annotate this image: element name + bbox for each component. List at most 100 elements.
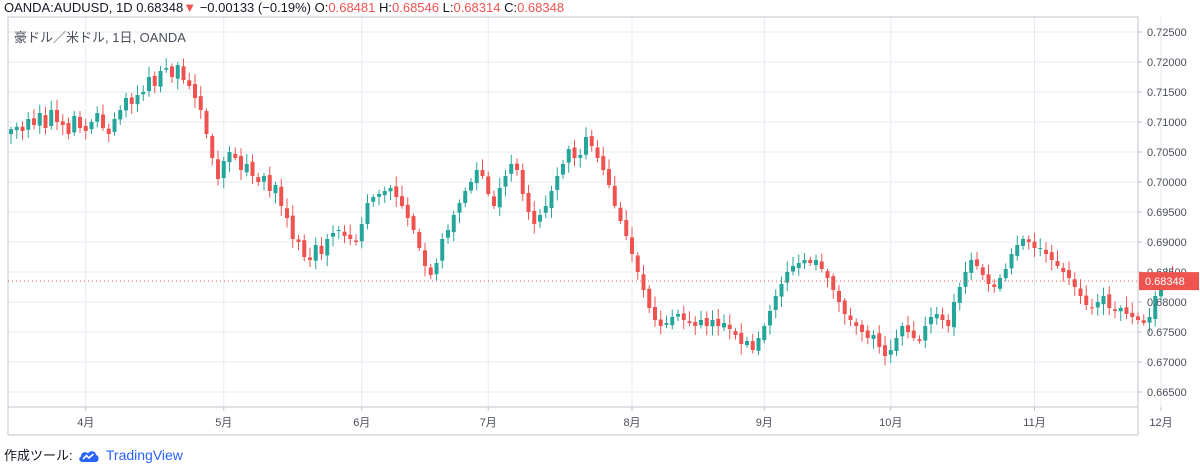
candle: [1095, 293, 1100, 316]
candle: [1124, 296, 1129, 319]
candle: [612, 175, 617, 209]
candle: [400, 185, 404, 209]
candle: [1078, 279, 1083, 305]
candle: [434, 258, 439, 281]
candle: [193, 74, 197, 108]
candle: [428, 263, 433, 280]
candle: [693, 316, 698, 336]
time-tick-label: 5月: [215, 417, 232, 429]
candle: [463, 187, 468, 208]
candle: [60, 114, 65, 136]
candle: [486, 171, 491, 197]
candle: [865, 325, 870, 345]
candle: [653, 296, 657, 328]
price-tick-label: 0.67500: [1147, 327, 1187, 339]
candle: [969, 252, 974, 281]
candle: [308, 247, 312, 268]
candle: [216, 150, 220, 186]
candle: [279, 178, 284, 216]
candle: [1153, 291, 1158, 327]
candle: [796, 254, 801, 276]
candle: [210, 133, 215, 166]
price-tick-label: 0.69000: [1147, 237, 1187, 249]
price-tick-label: 0.66500: [1147, 387, 1187, 399]
candle: [1021, 235, 1025, 251]
candle: [957, 282, 962, 311]
candle: [750, 334, 755, 354]
candle: [704, 311, 709, 336]
candle: [124, 92, 128, 118]
price-tick-label: 0.71500: [1147, 87, 1187, 99]
candle: [722, 314, 726, 332]
candle: [589, 130, 594, 152]
candle: [296, 234, 301, 251]
candle: [831, 273, 836, 299]
candle: [66, 117, 71, 140]
price-tick-label: 0.71000: [1147, 117, 1187, 129]
close-label: C:: [504, 0, 518, 15]
grid-layer: [8, 17, 1162, 407]
candle: [377, 189, 381, 206]
candle: [1049, 244, 1054, 271]
candle: [791, 256, 795, 276]
candle: [762, 323, 767, 344]
candle: [532, 201, 537, 234]
time-tick-label: 7月: [480, 417, 497, 429]
open-label: O:: [314, 0, 329, 15]
tradingview-cloud-icon: [79, 451, 99, 462]
candle: [624, 210, 629, 240]
candle: [923, 316, 928, 349]
candle: [992, 279, 997, 293]
candle: [250, 154, 255, 185]
candle: [814, 254, 818, 271]
candle: [664, 315, 669, 329]
candle: [618, 202, 623, 224]
candle: [106, 123, 111, 142]
candle: [1090, 298, 1094, 315]
time-axis: 4月 5月 6月 7月 8月 9月 10月 11月 12月: [77, 407, 1173, 429]
candle: [273, 181, 278, 204]
candle: [55, 99, 59, 131]
candle: [555, 167, 560, 201]
candles-layer: [9, 58, 1175, 366]
candle: [411, 213, 416, 234]
candle: [1003, 263, 1008, 282]
candle: [515, 158, 519, 176]
candle: [118, 105, 123, 125]
candle: [1136, 312, 1140, 325]
candle: [440, 233, 445, 269]
candle: [1101, 287, 1106, 315]
candle: [894, 329, 899, 357]
open-value: 0.68481: [328, 0, 376, 15]
candle: [1032, 232, 1037, 257]
price-tick-label: 0.72500: [1147, 27, 1187, 39]
low-label: L:: [442, 0, 454, 15]
candle: [451, 210, 456, 242]
candle: [825, 268, 830, 288]
candle: [745, 336, 749, 348]
candle: [630, 227, 634, 263]
low-value: 0.68314: [453, 0, 501, 15]
candle: [32, 109, 36, 130]
candle: [480, 159, 485, 180]
price-axis: 0.72500 0.72000 0.71500 0.71000 0.70500 0.700…: [1138, 27, 1187, 399]
candle: [986, 264, 991, 292]
candle: [526, 184, 531, 220]
candle: [572, 139, 577, 167]
last-price-marker: 0.68348: [8, 272, 1199, 291]
tradingview-link[interactable]: TradingView: [105, 447, 183, 463]
time-tick-label: 8月: [623, 417, 640, 429]
candle: [641, 265, 646, 298]
candle: [543, 195, 548, 219]
candle: [802, 253, 807, 269]
candle: [1055, 250, 1060, 269]
candle: [1072, 272, 1077, 296]
candle: [739, 323, 744, 355]
candle: [221, 156, 226, 188]
time-tick-label: 4月: [77, 417, 94, 429]
time-tick-label: 9月: [756, 417, 773, 429]
candle: [842, 298, 847, 325]
candle: [635, 252, 640, 280]
candle: [331, 225, 335, 247]
